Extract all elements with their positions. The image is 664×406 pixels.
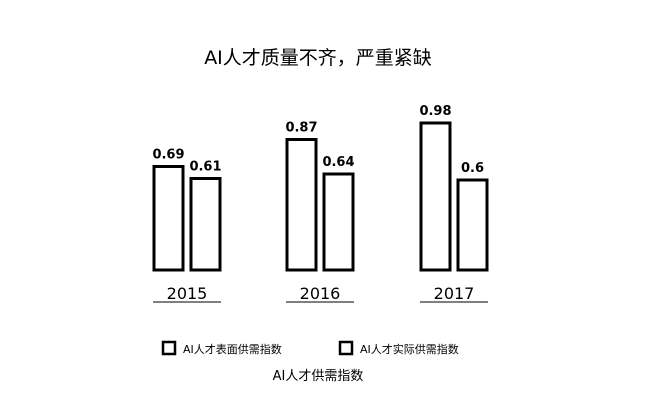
category-labels-layer: 2015 2016 2017 <box>153 284 488 303</box>
legend-label-series-1: AI人才表面供需指数 <box>183 342 282 356</box>
chart-title: AI人才质量不齐，严重紧缺 <box>204 47 432 69</box>
bar-2016-series-2 <box>322 172 355 272</box>
category-label-2016: 2016 <box>300 284 341 303</box>
category-label-2017: 2017 <box>434 284 475 303</box>
value-label-2015-series-2: 0.61 <box>189 160 221 175</box>
value-labels-layer: 0.69 0.61 0.87 0.64 0.98 0.6 <box>152 104 484 176</box>
legend-swatch-series-1 <box>161 340 177 356</box>
legend: AI人才表面供需指数 AI人才实际供需指数 <box>161 340 459 356</box>
value-label-2017-series-1: 0.98 <box>419 104 451 119</box>
legend-label-series-2: AI人才实际供需指数 <box>360 342 459 356</box>
bars-layer <box>152 121 489 272</box>
x-axis-label: AI人才供需指数 <box>273 369 364 384</box>
value-label-2015-series-1: 0.69 <box>152 148 184 163</box>
bar-2017-series-2 <box>456 178 489 272</box>
category-label-2015: 2015 <box>167 284 208 303</box>
bar-2015-series-1 <box>152 165 185 272</box>
value-label-2016-series-1: 0.87 <box>285 121 317 136</box>
value-label-2017-series-2: 0.6 <box>461 161 484 176</box>
value-label-2016-series-2: 0.64 <box>322 155 354 170</box>
legend-swatch-series-2 <box>338 340 354 356</box>
bar-2016-series-1 <box>285 138 318 272</box>
bar-2017-series-1 <box>419 121 452 272</box>
bar-2015-series-2 <box>189 177 222 272</box>
